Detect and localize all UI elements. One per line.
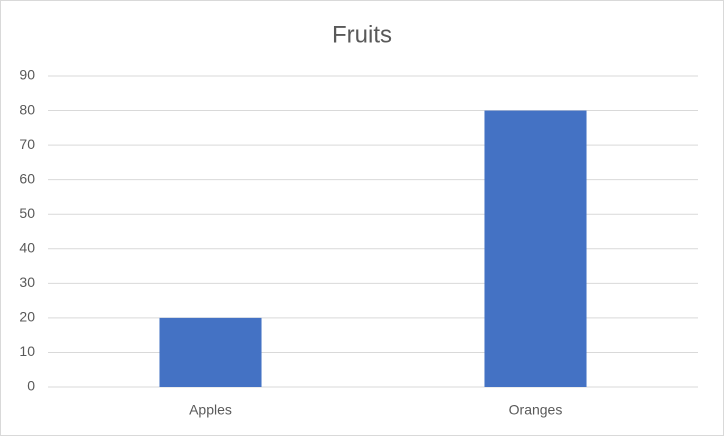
y-tick-label: 10 — [19, 343, 35, 359]
chart-title: Fruits — [332, 21, 392, 48]
y-tick-label: 20 — [19, 309, 35, 325]
x-tick-label: Oranges — [509, 402, 563, 418]
y-tick-label: 70 — [19, 136, 35, 152]
x-tick-label: Apples — [189, 402, 232, 418]
y-tick-label: 30 — [19, 274, 35, 290]
y-tick-label: 60 — [19, 170, 35, 186]
bar — [484, 110, 587, 388]
y-tick-label: 0 — [27, 378, 35, 394]
y-tick-label: 50 — [19, 205, 35, 221]
y-tick-label: 90 — [19, 67, 35, 83]
bar — [159, 317, 262, 387]
y-tick-label: 80 — [19, 101, 35, 117]
y-tick-label: 40 — [19, 239, 35, 255]
